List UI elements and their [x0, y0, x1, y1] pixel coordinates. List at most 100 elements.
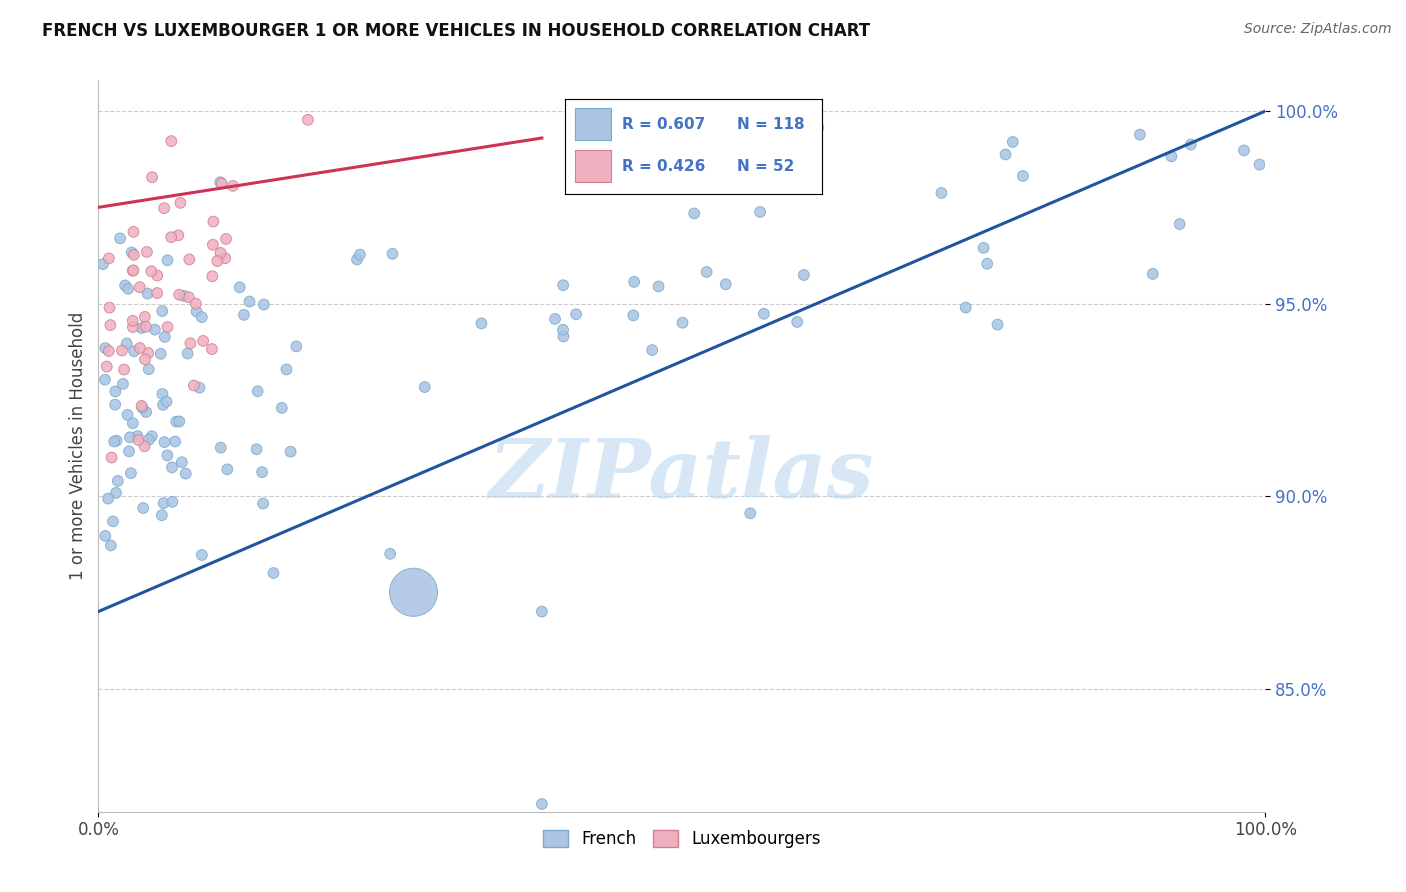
Point — [413, 380, 436, 394]
Point — [100, 318, 122, 333]
Point — [740, 507, 762, 521]
Point — [1012, 169, 1035, 183]
Point — [122, 263, 145, 277]
Point — [153, 201, 176, 215]
Point — [270, 401, 292, 415]
Text: ZIPatlas: ZIPatlas — [489, 435, 875, 516]
Point — [623, 275, 645, 289]
Point — [1129, 128, 1152, 142]
Point — [141, 170, 163, 185]
Point — [1233, 144, 1256, 158]
Point — [96, 359, 118, 374]
Point — [250, 465, 273, 479]
Point — [641, 343, 664, 357]
Point — [155, 394, 177, 409]
Legend: French, Luxembourgers: French, Luxembourgers — [536, 823, 828, 855]
Point — [786, 315, 808, 329]
Point — [132, 501, 155, 516]
Text: Source: ZipAtlas.com: Source: ZipAtlas.com — [1244, 22, 1392, 37]
Point — [156, 448, 179, 462]
Point — [101, 515, 124, 529]
Point — [553, 329, 575, 343]
Point — [127, 429, 149, 443]
Point — [152, 387, 174, 401]
Point — [217, 462, 239, 476]
Point — [118, 444, 141, 458]
Point — [134, 310, 156, 324]
Point — [186, 304, 208, 318]
Point — [551, 323, 574, 337]
Point — [167, 287, 190, 301]
Point — [246, 384, 269, 399]
Point — [214, 251, 236, 265]
Point — [121, 245, 143, 260]
Point — [105, 434, 128, 448]
Point — [793, 268, 815, 282]
Point — [169, 414, 191, 428]
Point — [153, 435, 176, 450]
Point — [209, 246, 232, 260]
Point — [122, 344, 145, 359]
Point — [118, 430, 141, 444]
Point — [174, 467, 197, 481]
Point — [115, 336, 138, 351]
Point — [470, 317, 492, 331]
Point — [122, 225, 145, 239]
Point — [262, 566, 284, 580]
Point — [647, 279, 669, 293]
Point — [94, 341, 117, 355]
Point — [191, 334, 214, 348]
Point — [297, 112, 319, 127]
Point — [346, 252, 368, 267]
Point — [183, 378, 205, 392]
Point — [683, 206, 706, 220]
Point — [202, 214, 225, 228]
Point — [100, 450, 122, 465]
Point — [150, 508, 173, 523]
Point — [1168, 217, 1191, 231]
Point — [253, 297, 276, 311]
Point — [170, 455, 193, 469]
Point — [136, 244, 159, 259]
Point — [380, 547, 402, 561]
Point — [104, 384, 127, 399]
Point — [222, 178, 245, 193]
Point — [138, 433, 160, 447]
Point — [696, 265, 718, 279]
Point — [276, 362, 298, 376]
Point — [252, 496, 274, 510]
Point — [162, 495, 184, 509]
Point — [131, 399, 153, 413]
Point — [201, 237, 224, 252]
Point — [134, 439, 156, 453]
Point — [138, 362, 160, 376]
Point — [280, 444, 302, 458]
Point — [120, 466, 142, 480]
Point — [173, 289, 195, 303]
Point — [143, 323, 166, 337]
Point — [91, 257, 114, 271]
Point — [167, 228, 190, 243]
Point — [209, 175, 232, 189]
Point — [135, 405, 157, 419]
Point — [134, 352, 156, 367]
Point — [931, 186, 953, 200]
Point — [94, 529, 117, 543]
Point — [94, 373, 117, 387]
Point — [97, 344, 120, 359]
Point — [553, 278, 575, 293]
Point — [121, 314, 143, 328]
Point — [122, 248, 145, 262]
Point — [160, 230, 183, 244]
Point — [955, 301, 977, 315]
Point — [211, 177, 233, 191]
Point — [107, 474, 129, 488]
Point — [112, 362, 135, 376]
Point — [156, 320, 179, 334]
Point — [128, 280, 150, 294]
Point — [188, 381, 211, 395]
Point — [141, 429, 163, 443]
Point — [807, 120, 830, 135]
Point — [97, 252, 120, 266]
Point — [752, 307, 775, 321]
